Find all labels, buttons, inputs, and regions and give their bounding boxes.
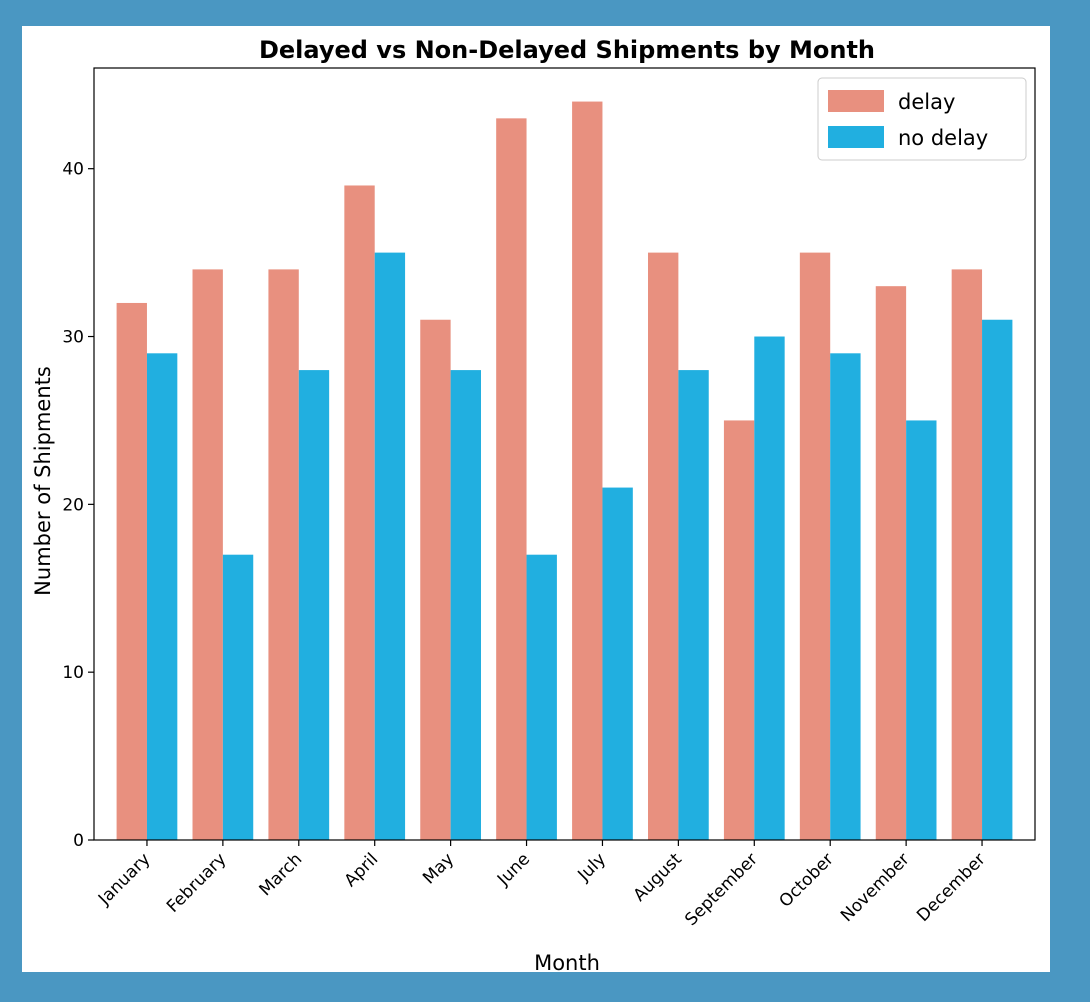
bar-delay-november: [875, 286, 907, 840]
y-ticks-group: 0 10 20 30 40: [62, 160, 94, 851]
bar-no-delay-march: [298, 370, 330, 840]
legend: delay no delay: [817, 77, 1027, 161]
bar-chart: Delayed vs Non-Delayed Shipments by Mont…: [31, 36, 1036, 972]
bar-no-delay-november: [906, 420, 937, 840]
x-tick-label: September: [681, 849, 762, 930]
x-tick-label: January: [94, 849, 154, 909]
y-tick-label: 20: [62, 495, 84, 515]
bar-no-delay-february: [222, 554, 254, 840]
x-tick-label: June: [493, 849, 534, 890]
x-tick-label: October: [775, 849, 837, 911]
bars-group: [116, 101, 1013, 841]
legend-swatch-delay: [828, 90, 884, 112]
bar-no-delay-december: [982, 319, 1013, 840]
bar-no-delay-august: [678, 370, 709, 840]
y-tick-label: 40: [62, 160, 84, 180]
plot-frame: [93, 67, 1036, 841]
x-axis-label: Month: [534, 951, 600, 972]
x-tick-label: May: [419, 849, 458, 888]
bar-delay-october: [799, 252, 831, 840]
bar-no-delay-september: [754, 336, 785, 840]
bar-no-delay-june: [526, 554, 557, 840]
legend-label-no-delay: no delay: [898, 126, 988, 150]
x-tick-label: August: [630, 849, 686, 905]
bar-delay-january: [116, 302, 147, 840]
x-tick-label: February: [163, 849, 230, 916]
y-axis-label: Number of Shipments: [31, 366, 55, 596]
x-tick-label: December: [913, 849, 989, 925]
bar-delay-february: [192, 269, 223, 840]
x-tick-label: November: [837, 849, 914, 926]
bar-no-delay-january: [146, 353, 178, 840]
bar-no-delay-october: [830, 353, 861, 840]
y-tick-label: 10: [62, 663, 84, 683]
y-tick-label: 30: [62, 328, 84, 348]
x-tick-label: April: [341, 849, 383, 891]
bar-no-delay-july: [602, 487, 633, 840]
bar-no-delay-may: [450, 370, 481, 840]
legend-swatch-no-delay: [828, 126, 884, 148]
x-tick-label: July: [574, 849, 610, 885]
bar-delay-july: [572, 101, 603, 841]
bar-delay-december: [951, 269, 983, 840]
x-ticks-group: January February March April May June July Augu…: [94, 840, 990, 930]
bar-delay-september: [723, 420, 755, 840]
bar-no-delay-april: [374, 252, 406, 840]
bar-delay-march: [268, 269, 299, 840]
bar-delay-june: [496, 118, 527, 840]
bar-delay-august: [648, 252, 679, 840]
chart-panel: Delayed vs Non-Delayed Shipments by Mont…: [22, 26, 1050, 972]
bar-delay-april: [344, 185, 375, 840]
x-tick-label: March: [256, 849, 307, 900]
chart-title: Delayed vs Non-Delayed Shipments by Mont…: [259, 36, 875, 64]
bar-delay-may: [420, 319, 451, 840]
legend-label-delay: delay: [898, 90, 955, 114]
y-tick-label: 0: [73, 831, 84, 851]
